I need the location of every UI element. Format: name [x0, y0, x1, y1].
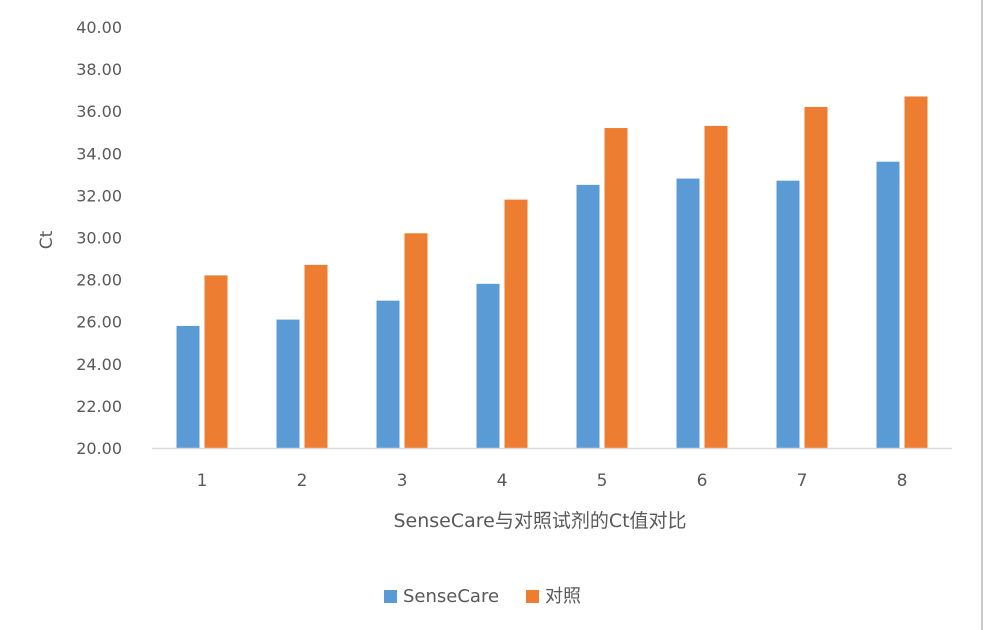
y-tick-label: 32.00 — [76, 186, 122, 205]
bar-series1-3 — [376, 300, 400, 448]
x-tick-label: 6 — [697, 471, 708, 491]
bar-series1-1 — [176, 325, 200, 448]
bar-series-group — [176, 96, 928, 449]
x-tick-label: 8 — [897, 471, 908, 491]
y-tick-label: 28.00 — [76, 271, 122, 290]
x-tick-label: 2 — [297, 471, 308, 491]
y-axis-ticks: 20.00 22.00 24.00 26.00 28.00 30.00 32.00 34.00… — [76, 18, 122, 458]
bar-series1-8 — [876, 161, 900, 448]
y-tick-label: 36.00 — [76, 102, 122, 121]
bar-series2-4 — [504, 199, 528, 448]
bar-series2-6 — [704, 125, 728, 448]
y-tick-label: 22.00 — [76, 397, 122, 416]
bar-series1-5 — [576, 184, 600, 448]
x-tick-label: 3 — [397, 471, 408, 491]
y-axis-title: Ct — [37, 230, 57, 249]
legend-swatch-sensecare — [384, 590, 397, 603]
x-axis-title: SenseCare与对照试剂的Ct值对比 — [393, 510, 686, 532]
x-tick-label: 4 — [497, 471, 508, 491]
bar-series1-2 — [276, 319, 300, 448]
frame-border — [981, 0, 983, 630]
bar-series2-1 — [204, 275, 228, 448]
y-tick-label: 20.00 — [76, 439, 122, 458]
bar-series1-7 — [776, 180, 800, 449]
bar-series1-6 — [676, 178, 700, 448]
bar-series2-2 — [304, 264, 328, 448]
y-tick-label: 24.00 — [76, 355, 122, 374]
x-tick-label: 7 — [797, 471, 808, 491]
x-tick-label: 1 — [197, 471, 208, 491]
legend-label-sensecare: SenseCare — [403, 586, 499, 607]
x-tick-label: 5 — [597, 471, 608, 491]
x-axis-ticks: 1 2 3 4 5 6 7 8 — [197, 471, 908, 491]
bar-series2-3 — [404, 233, 428, 448]
y-tick-label: 38.00 — [76, 60, 122, 79]
bar-series1-4 — [476, 283, 500, 448]
legend-label-control: 对照 — [545, 586, 581, 607]
legend-swatch-control — [526, 590, 539, 603]
legend: SenseCare 对照 — [384, 586, 581, 607]
bar-series2-5 — [604, 128, 628, 449]
y-tick-label: 30.00 — [76, 229, 122, 248]
y-tick-label: 34.00 — [76, 144, 122, 163]
y-tick-label: 26.00 — [76, 313, 122, 332]
y-tick-label: 40.00 — [76, 18, 122, 37]
bar-series2-8 — [904, 96, 928, 448]
bar-series2-7 — [804, 106, 828, 449]
